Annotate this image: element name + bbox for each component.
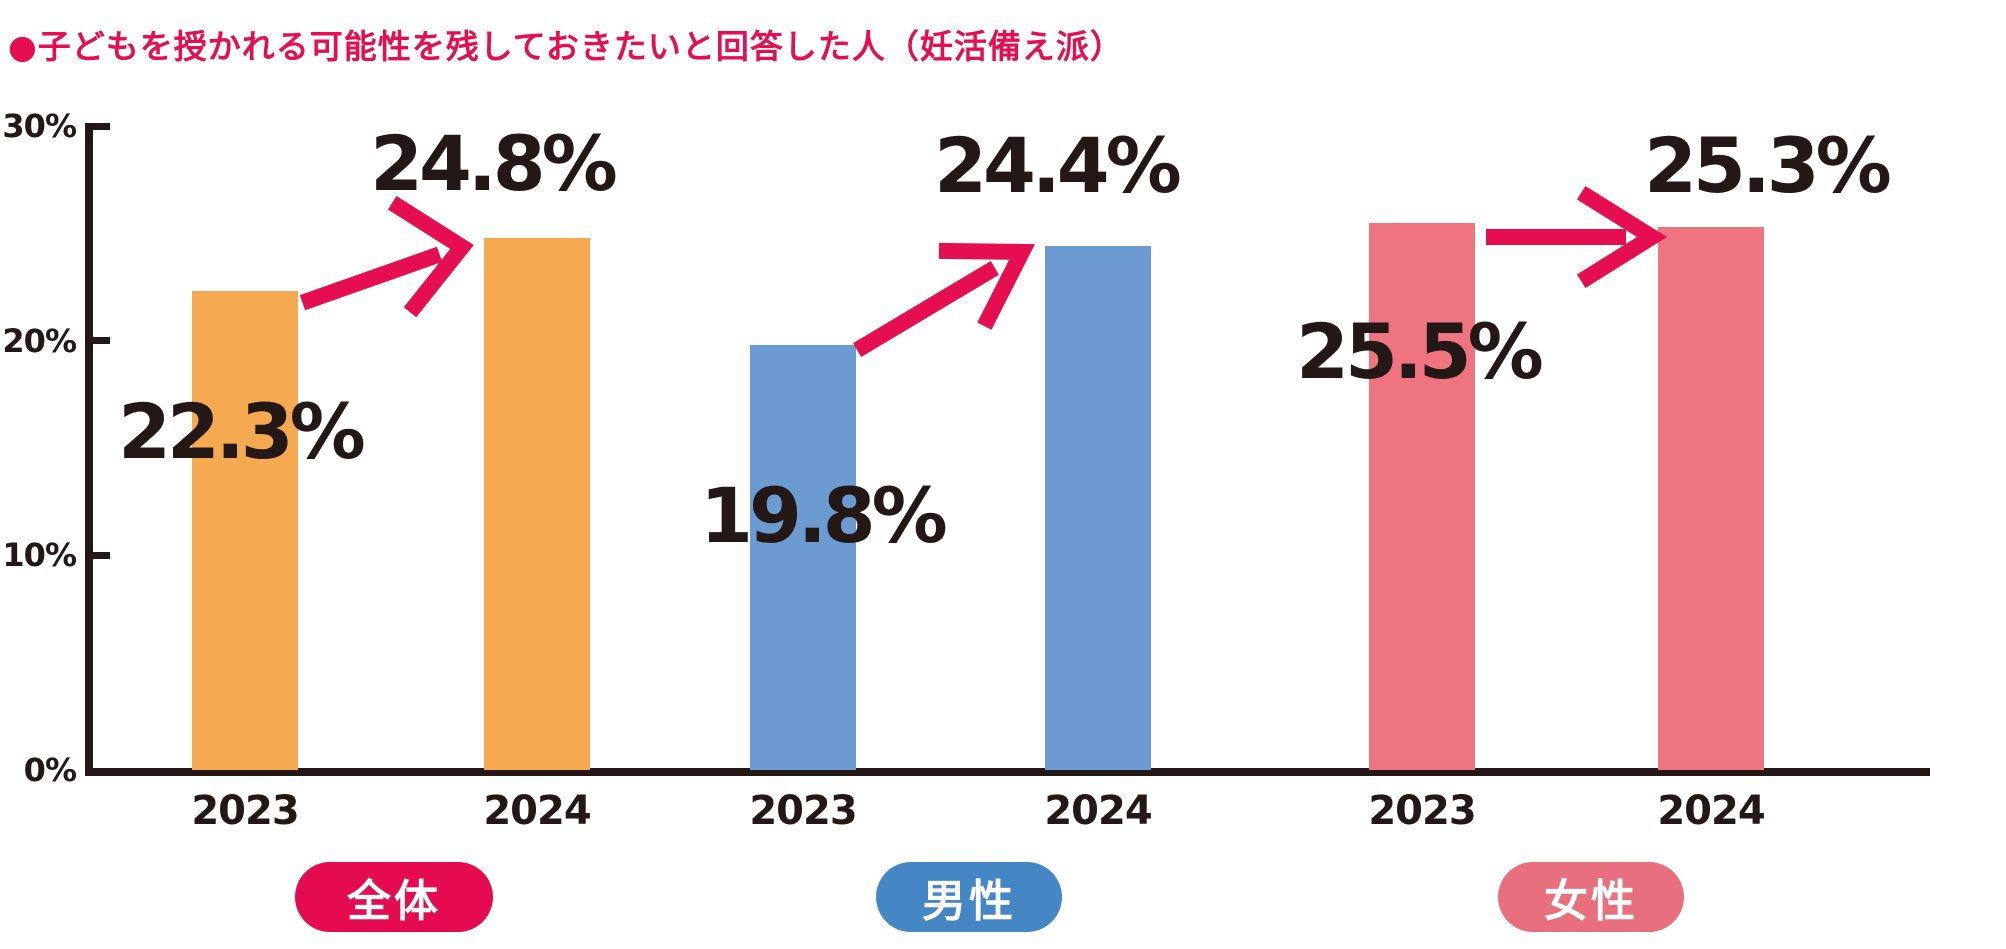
value-label-female-2023: 25.5% (1296, 307, 1544, 396)
x-axis-label-female-2023: 2023 (1368, 788, 1476, 834)
y-axis-tick-20 (93, 337, 110, 344)
x-axis-label-female-2024: 2024 (1657, 788, 1765, 834)
y-axis-label-30: 30% (2, 107, 77, 145)
y-axis-line (85, 123, 93, 776)
trend-arrow-female-flat-icon (1486, 185, 1668, 289)
bar-male-2023 (750, 345, 856, 770)
value-label-overall-2023: 22.3% (118, 387, 366, 476)
bar-overall-2024 (484, 238, 590, 770)
y-axis-label-20: 20% (2, 322, 77, 360)
bar-male-2024 (1045, 246, 1151, 770)
legend-pill-male: 男性 (876, 862, 1062, 932)
y-axis-tick-30 (93, 123, 110, 130)
bar-overall-2023 (192, 291, 298, 770)
y-axis-label-0: 0% (23, 751, 77, 789)
x-axis-line (85, 768, 1930, 776)
legend-pill-female: 女性 (1498, 862, 1684, 932)
legend-label-female: 女性 (1544, 876, 1638, 927)
x-axis-label-overall-2024: 2024 (483, 788, 591, 834)
legend-label-male: 男性 (922, 876, 1016, 927)
x-axis-label-male-2024: 2024 (1044, 788, 1152, 834)
trend-arrow-male-up-icon (853, 242, 1035, 357)
value-label-male-2024: 24.4% (934, 121, 1182, 210)
x-axis-label-overall-2023: 2023 (191, 788, 299, 834)
bar-female-2024 (1658, 227, 1764, 770)
y-axis-label-10: 10% (2, 536, 77, 574)
x-axis-label-male-2023: 2023 (749, 788, 857, 834)
value-label-female-2024: 25.3% (1644, 121, 1892, 210)
value-label-overall-2024: 24.8% (370, 119, 618, 208)
chart-title: ●子どもを授かれる可能性を残しておきたいと回答した人（妊活備え派） (8, 27, 1124, 66)
y-axis-tick-10 (93, 552, 110, 559)
legend-pill-overall: 全体 (295, 862, 493, 932)
value-label-male-2023: 19.8% (700, 471, 948, 560)
trend-arrow-overall-up-icon (299, 195, 474, 318)
bar-female-2023 (1369, 223, 1475, 770)
legend-label-overall: 全体 (347, 876, 441, 927)
